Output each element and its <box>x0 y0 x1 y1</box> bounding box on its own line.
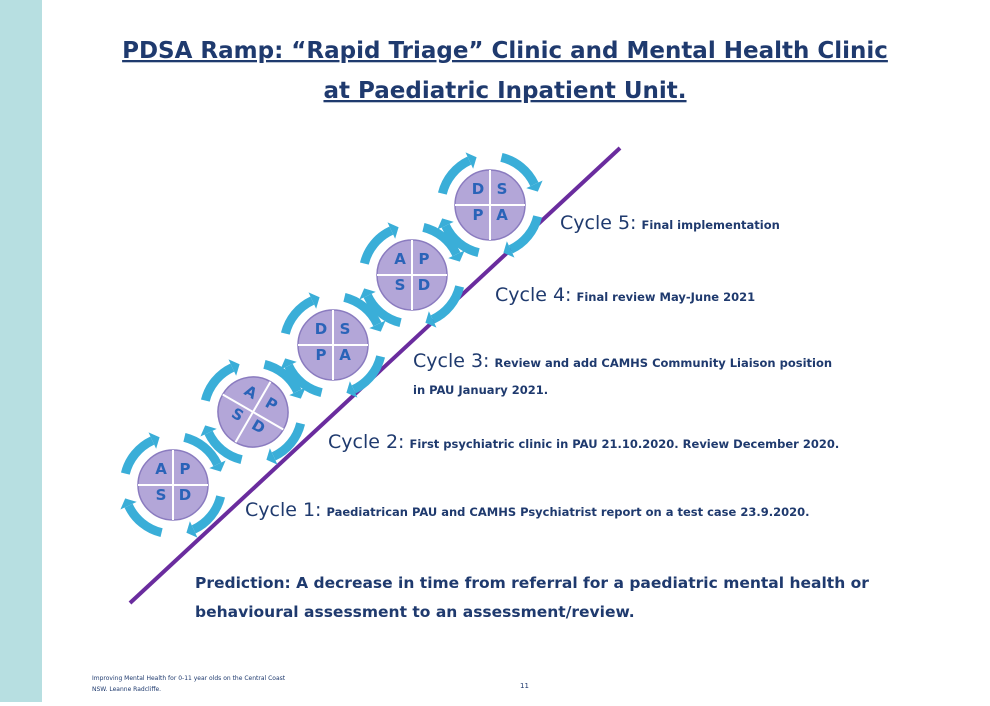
cycle-arrow <box>191 495 226 534</box>
circle-letter: A <box>496 206 508 224</box>
arrow-head <box>266 448 278 465</box>
cycle-arrow <box>183 432 222 467</box>
circle-letter: A <box>339 346 351 364</box>
title-line: at Paediatric Inpatient Unit. <box>323 78 686 104</box>
cycle-label: Cycle 2: <box>328 431 404 453</box>
cycle-arrow <box>204 430 243 465</box>
circle-letter: P <box>419 250 430 268</box>
arrow-head <box>148 432 160 449</box>
cycle-text: Paediatrican PAU and CAMHS Psychiatrist … <box>326 505 809 519</box>
arrow-head <box>465 152 477 169</box>
arrow-head <box>369 320 386 332</box>
cycle-arrow <box>351 355 386 394</box>
arrow-head <box>308 292 320 309</box>
circle-letter: D <box>418 276 430 294</box>
arrow-head <box>346 381 358 398</box>
cycle-arrow <box>359 226 394 265</box>
circle-letter: D <box>472 180 484 198</box>
arrow-head <box>280 358 297 370</box>
arrow-head <box>437 218 454 230</box>
footer: Improving Mental Health for 0-11 year ol… <box>92 675 286 682</box>
circle-letter: P <box>473 206 484 224</box>
cycle-arrow <box>271 422 306 461</box>
arrow-head <box>448 250 465 262</box>
arrow-head <box>228 359 240 376</box>
divider <box>234 381 272 443</box>
cycle-label: Cycle 1: <box>245 499 321 521</box>
cycle-arrow <box>284 363 323 398</box>
circle-letter: P <box>316 346 327 364</box>
cycle-arrow <box>280 296 315 335</box>
cycle-arrow <box>430 285 465 324</box>
cycle-text: Final review May-June 2021 <box>576 290 755 304</box>
circle-letter: S <box>156 486 167 504</box>
cycle-text: First psychiatric clinic in PAU 21.10.20… <box>409 437 839 451</box>
cycle-arrow <box>500 152 539 187</box>
cycle-arrow <box>124 503 163 538</box>
cycle-text: in PAU January 2021. <box>413 383 548 397</box>
page-number: 11 <box>520 682 529 690</box>
cycle-text: Review and add CAMHS Community Liaison p… <box>494 356 832 370</box>
cycle-arrow <box>200 363 235 402</box>
cycle-arrow <box>508 215 543 254</box>
arrow-head <box>289 387 306 399</box>
arrow-head <box>503 241 515 258</box>
prediction: behavioural assessment to an assessment/… <box>195 603 635 621</box>
footer: NSW. Leanne Radcliffe. <box>92 686 161 693</box>
cycle-text: Final implementation <box>641 218 779 232</box>
prediction: Prediction: A decrease in time from refe… <box>195 574 869 592</box>
arrow-head <box>387 222 399 239</box>
cycle-arrow <box>363 293 402 328</box>
circle-letter: S <box>497 180 508 198</box>
pdsa-circle: D SP A <box>297 309 369 381</box>
circle-letter: P <box>180 460 191 478</box>
circle-letter: A <box>394 250 406 268</box>
title-line: PDSA Ramp: “Rapid Triage” Clinic and Men… <box>122 38 888 64</box>
cycle-label: Cycle 3: <box>413 350 489 372</box>
cycle-label: Cycle 5: <box>560 212 636 234</box>
circle-letter: D <box>179 486 191 504</box>
cycle-arrow <box>441 223 480 258</box>
cycle-arrow <box>422 222 461 257</box>
arrow-head <box>425 311 437 328</box>
arrow-head <box>186 521 198 538</box>
pdsa-circle: D SP A <box>454 169 526 241</box>
side-bar <box>0 0 42 702</box>
cycle-label: Cycle 4: <box>495 284 571 306</box>
cycle-labels: Cycle 1: Paediatrican PAU and CAMHS Psych… <box>245 212 839 521</box>
cycle-arrow <box>120 436 155 475</box>
arrow-head <box>200 425 217 437</box>
cycle-arrow <box>343 292 382 327</box>
circle-letter: D <box>315 320 327 338</box>
arrow-head <box>120 498 137 510</box>
arrow-head <box>209 460 226 472</box>
cycle-arrow <box>263 359 302 394</box>
circle-letter: A <box>155 460 167 478</box>
arrow-head <box>526 180 543 192</box>
cycle-arrow <box>437 156 472 195</box>
circle-letter: S <box>395 276 406 294</box>
circle-letter: S <box>340 320 351 338</box>
arrow-head <box>359 288 376 300</box>
